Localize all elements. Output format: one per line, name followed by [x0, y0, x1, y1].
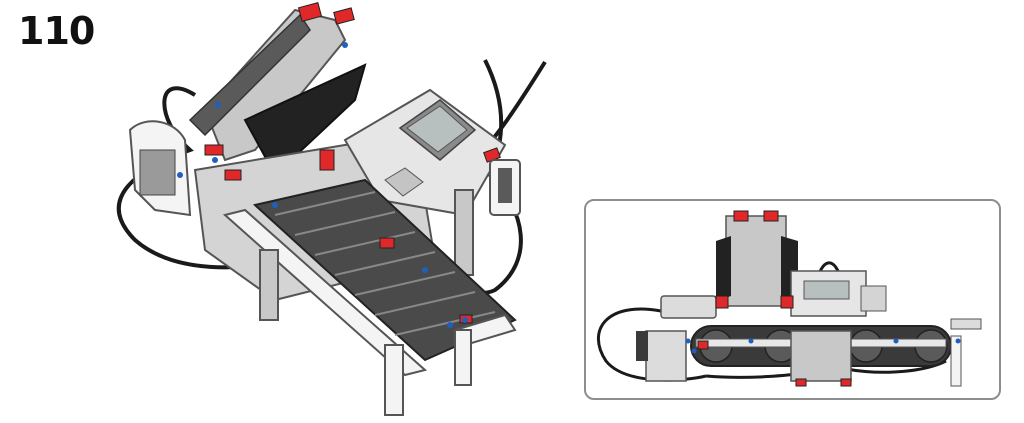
main-model-illustration — [116, 2, 547, 416]
leg-mid — [259, 249, 279, 321]
arm-red-tip — [297, 2, 323, 22]
inset-tower — [725, 215, 787, 307]
inset-tower-red-2 — [763, 210, 779, 222]
step-number: 110 — [18, 9, 95, 53]
ev3-screen — [406, 105, 468, 153]
leg-front-left — [384, 344, 404, 416]
inset-blue-pins — [685, 338, 961, 354]
red-accent-4 — [379, 237, 395, 249]
inset-side-view-illustration — [596, 210, 982, 387]
red-accent-3 — [224, 169, 242, 181]
inset-tower-dark — [716, 236, 731, 301]
inset-red-1 — [715, 295, 729, 309]
motor-left-gray — [139, 149, 176, 196]
leg-front-right — [454, 329, 472, 386]
inset-right-leg — [950, 335, 962, 387]
black-paddle — [243, 63, 367, 177]
inset-left-bracket — [645, 330, 687, 382]
inset-red-3 — [697, 340, 709, 350]
inset-red-4 — [795, 378, 807, 387]
inset-ev3-screen — [803, 280, 850, 300]
inset-red-2 — [780, 295, 794, 309]
sensor-right-inner — [498, 168, 512, 203]
inset-right-end — [950, 318, 982, 330]
inset-panel — [584, 199, 1001, 400]
inset-center-frame — [790, 330, 852, 382]
leg-right — [454, 189, 474, 276]
cable-left — [116, 86, 286, 270]
red-accent-1 — [204, 144, 224, 156]
inset-motor — [660, 295, 717, 319]
ev3-buttons — [384, 167, 424, 197]
arm-frame — [203, 8, 347, 162]
red-accent-2 — [319, 149, 335, 171]
inset-tower-red — [733, 210, 749, 222]
inset-sensor — [860, 285, 887, 312]
inset-red-5 — [840, 378, 852, 387]
inset-left-gear — [636, 331, 648, 361]
arm-red-tip-2 — [333, 7, 355, 25]
track-links — [274, 191, 496, 336]
blue-pins — [177, 42, 468, 328]
conveyor-track — [252, 178, 517, 362]
